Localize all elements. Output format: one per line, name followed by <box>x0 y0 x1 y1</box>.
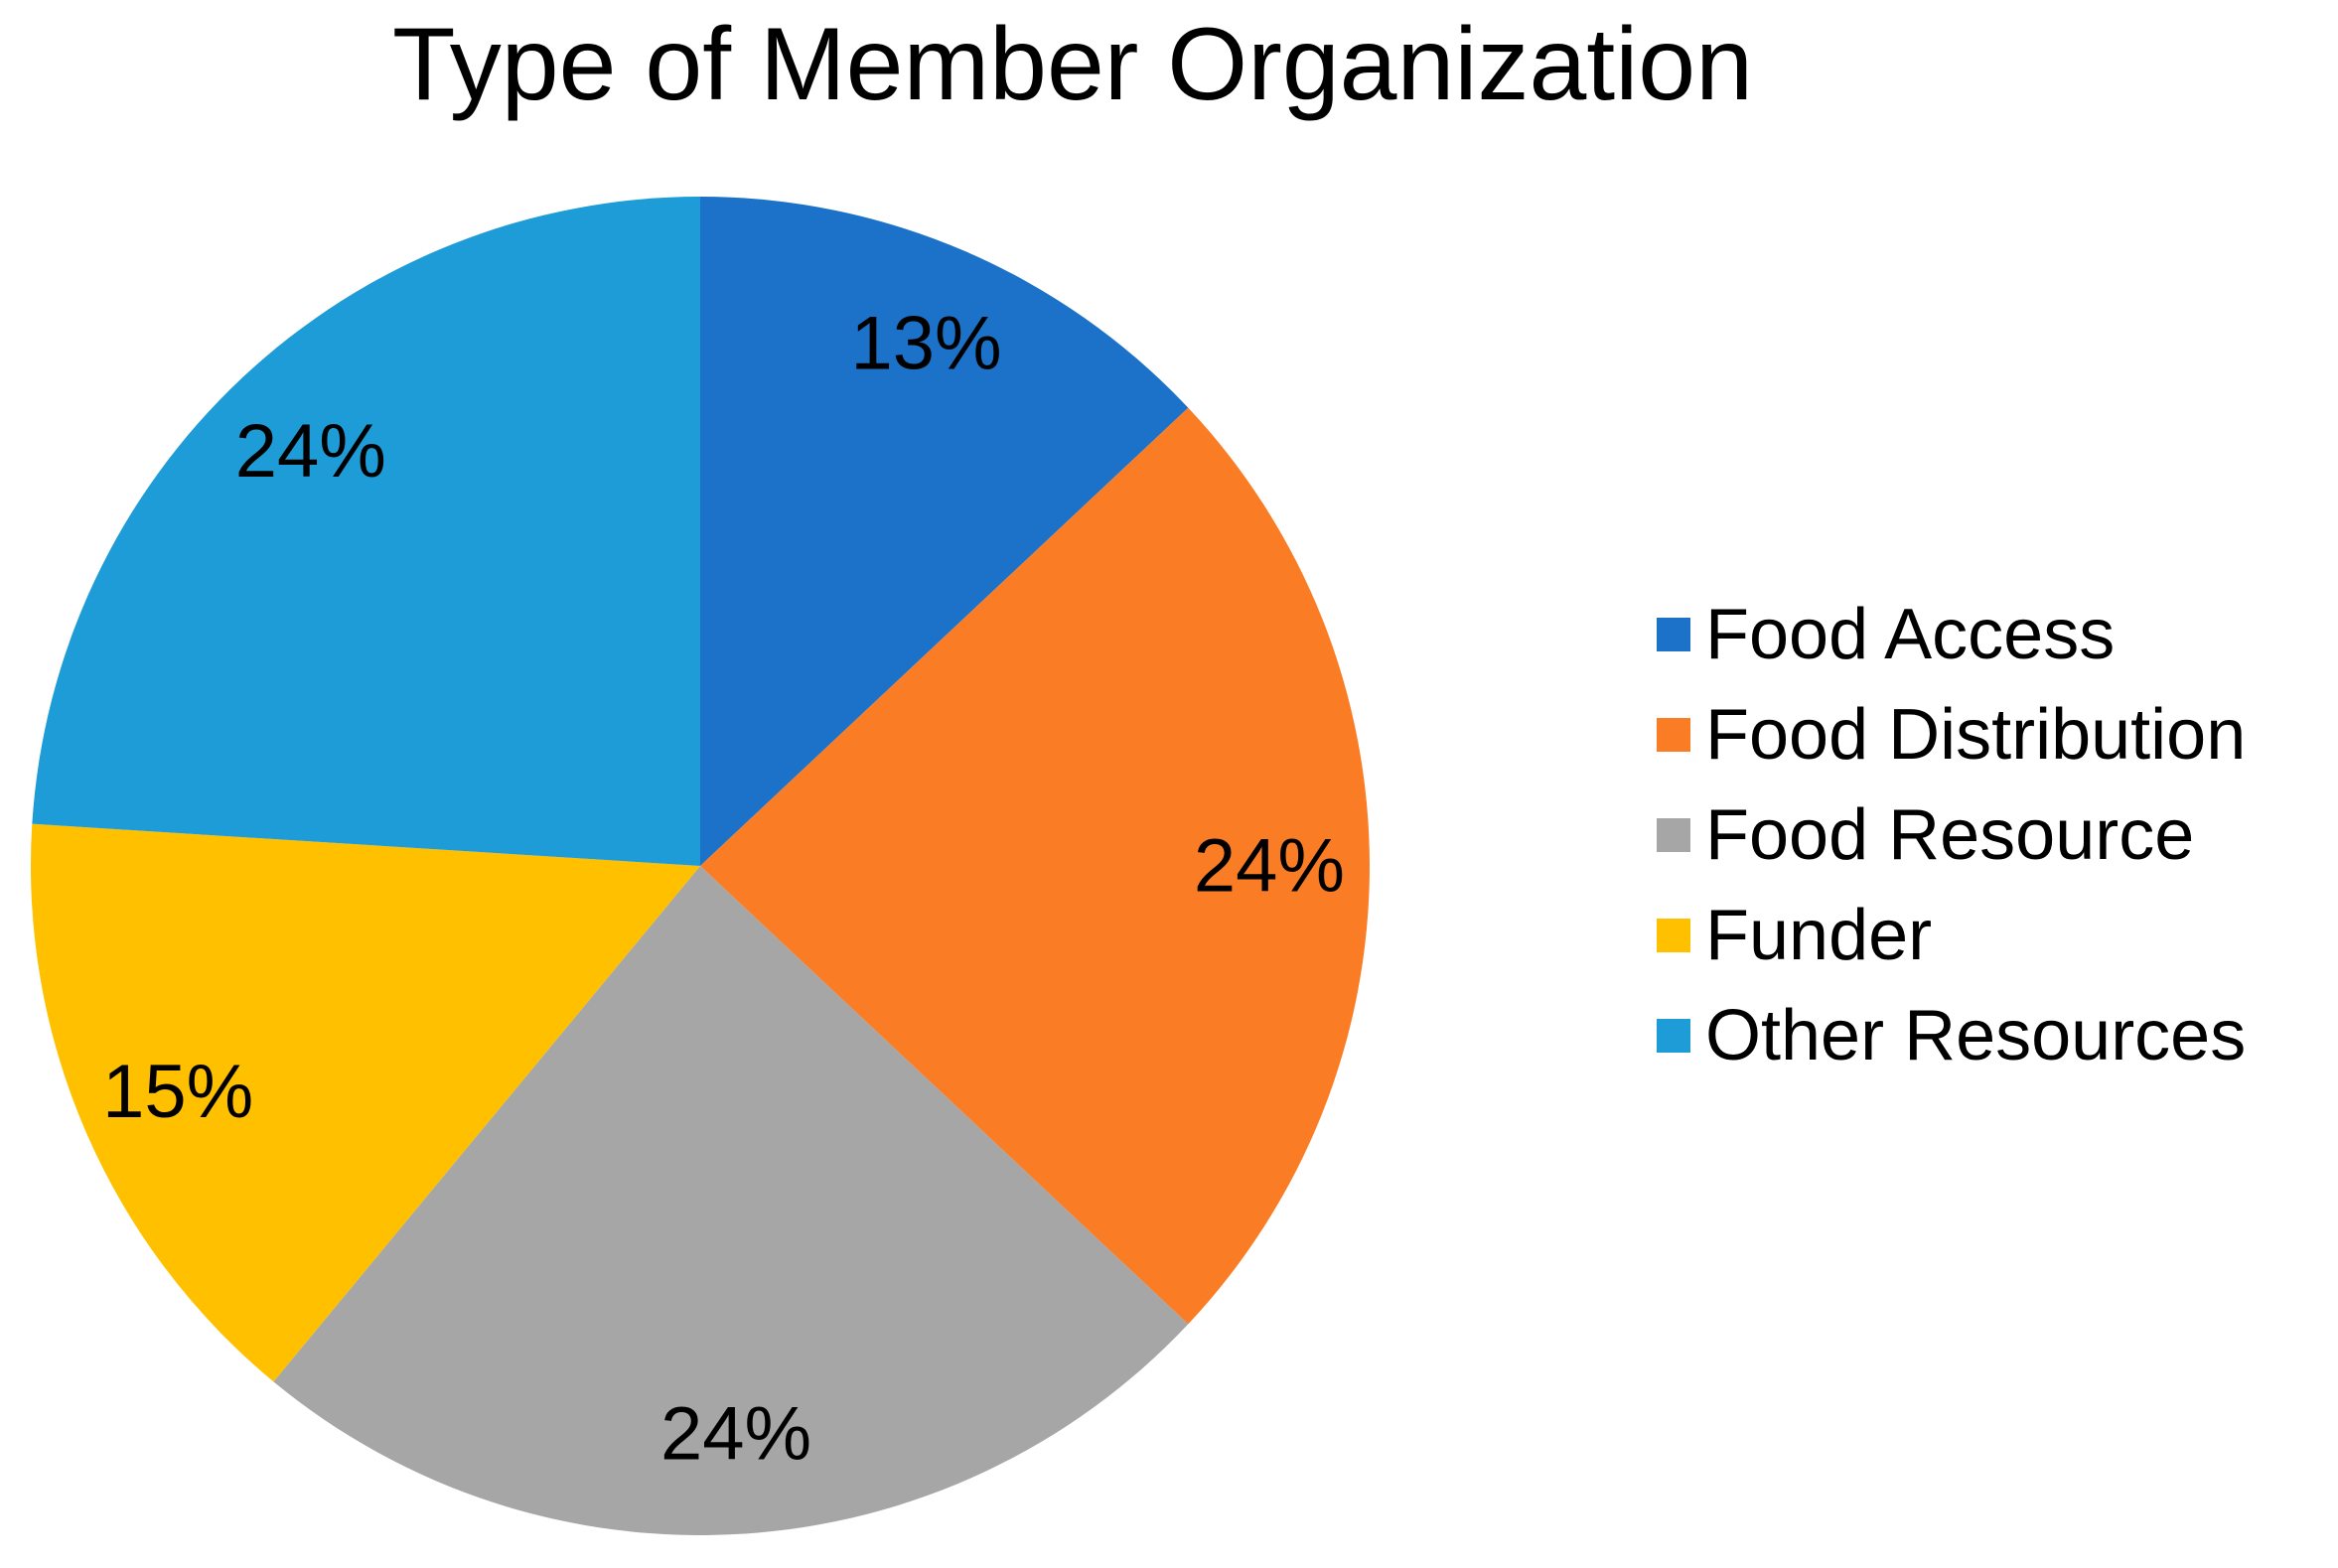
legend-item-food-resource: Food Resource <box>1657 784 2246 885</box>
pie-slice-food-distribution <box>700 407 1370 1325</box>
legend-label: Funder <box>1705 895 1933 975</box>
pie-slice-food-resource <box>273 866 1189 1535</box>
legend-item-other-resources: Other Resources <box>1657 985 2246 1085</box>
pie-slice-other-resources <box>32 197 700 866</box>
legend-swatch-icon <box>1657 1018 1690 1053</box>
legend-swatch-icon <box>1657 717 1690 752</box>
slice-value-label-funder: 15% <box>102 1050 253 1134</box>
legend-label: Food Resource <box>1705 794 2195 875</box>
pie-slice-food-access <box>700 197 1189 866</box>
legend-label: Food Distribution <box>1705 694 2247 775</box>
pie-slice-funder <box>30 823 700 1382</box>
legend-swatch-icon <box>1657 617 1690 651</box>
legend-swatch-icon <box>1657 918 1690 952</box>
slice-value-label-food-resource: 24% <box>660 1391 811 1476</box>
slice-value-label-food-distribution: 24% <box>1194 824 1345 909</box>
legend-label: Other Resources <box>1705 995 2247 1075</box>
chart-title: Type of Member Organization <box>392 7 1753 122</box>
slice-value-label-other-resources: 24% <box>235 409 386 494</box>
legend-item-food-access: Food Access <box>1657 584 2246 684</box>
legend-label: Food Access <box>1705 594 2116 674</box>
legend-item-funder: Funder <box>1657 885 2246 985</box>
legend: Food Access Food Distribution Food Resourc… <box>1657 584 2246 1085</box>
slice-value-label-food-access: 13% <box>850 302 1001 386</box>
legend-item-food-distribution: Food Distribution <box>1657 684 2246 784</box>
legend-swatch-icon <box>1657 817 1690 852</box>
